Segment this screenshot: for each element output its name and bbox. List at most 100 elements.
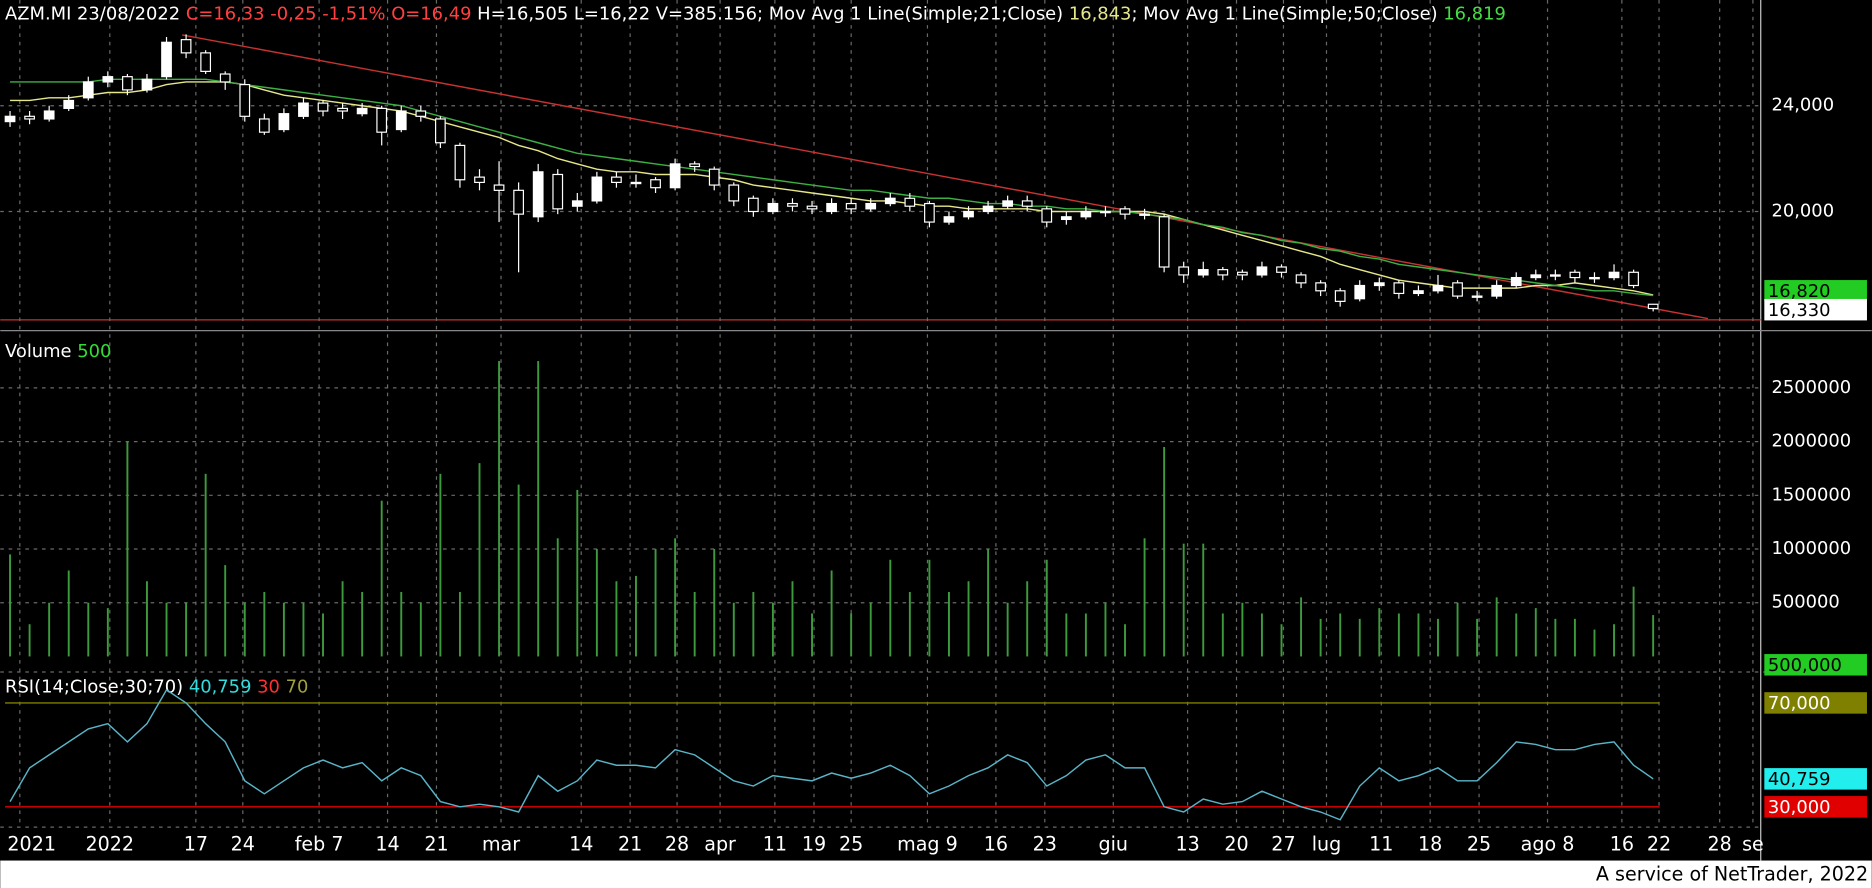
candle-body [474,176,485,184]
title-part: Volume [5,341,77,362]
value-box-label: 500,000 [1768,655,1842,676]
candle-body [161,41,172,78]
title-part: ; Mov Avg 1 Line(Simple;21;Close) [757,3,1069,24]
candle-body [376,107,388,133]
volume-bar [732,602,735,657]
title-part: 500 [77,341,111,362]
volume-bar [126,441,129,657]
moving-average [10,81,1654,296]
x-tick-label: 25 [1467,833,1491,856]
candle-body [571,200,583,207]
candle-body [1373,282,1385,287]
candle-body [1334,290,1346,302]
volume-bar [576,489,579,657]
candle-body [317,102,329,112]
volume-bar [165,602,168,657]
y-tick-label: 2500000 [1771,377,1851,398]
x-tick-label: 22 [1647,833,1671,856]
volume-bar [1417,613,1420,657]
volume-bar [1437,618,1439,657]
candle-body [747,197,759,213]
volume-bar [1515,613,1518,657]
volume-bar [1143,538,1146,657]
candle-body [200,52,212,72]
volume-bar [146,581,148,657]
volume-bar [987,549,990,657]
candle-body [1002,200,1014,207]
volume-bar [556,538,559,657]
x-tick-label: 14 [375,833,399,856]
x-tick-label: 27 [1271,833,1295,856]
volume-bar [1045,559,1048,657]
candle-body [904,197,916,207]
y-tick-label: 2000000 [1771,431,1851,452]
panel-title: Volume 500 [5,341,111,362]
candle-body [1549,274,1561,277]
title-part: 16,843 [1069,3,1132,24]
level-box [1764,796,1867,818]
candle-body [630,181,642,185]
volume-bar [1104,602,1107,657]
candle-body [806,205,818,210]
candle-body [219,73,231,83]
candle-body [337,107,348,112]
x-tick-label: 20 [1224,833,1248,856]
volume-bar [615,581,618,657]
volume-bar [1495,597,1498,657]
volume-bar [204,473,207,657]
volume-bar [439,473,442,657]
candle-body [1158,216,1170,268]
volume-bar [1319,618,1322,657]
volume-bar [1554,618,1557,657]
candle-body [278,113,290,131]
volume-bar [341,581,344,657]
panel-title: RSI(14;Close;30;70) 40,759 30 70 [5,676,308,697]
y-tick-label: 30,000 [1768,797,1831,818]
volume-bar [1084,613,1087,657]
volume-bar [9,554,11,657]
title-part: 70 [280,676,308,697]
y-tick-label: 1500000 [1771,484,1851,505]
volume-bar [908,592,911,657]
volume-bar [869,602,872,657]
x-tick-label: se [1742,833,1764,856]
volume-bar [1476,618,1479,657]
x-tick-label: 19 [802,833,826,856]
candle-body [298,102,309,117]
volume-bar [1652,615,1655,657]
candle-body [356,107,368,115]
level-box [1764,692,1867,714]
candle-body [1119,208,1131,215]
volume-bar [1221,613,1224,657]
volume-bar [322,613,324,657]
volume-bar [771,602,774,657]
candle-body [1569,271,1581,279]
candle-body [1217,269,1229,276]
title-part: 30 [251,676,279,697]
candle-body [454,144,466,181]
volume-bar [419,602,422,657]
volume-bar [674,538,677,657]
value-box-label: 16,820 [1768,281,1831,302]
candle-body [884,197,896,205]
candle-body [826,202,837,213]
candle-body [728,184,740,202]
volume-bar [1065,613,1068,657]
x-tick-label: 21 [618,833,642,856]
candle-body [689,163,701,168]
moving-average [10,78,1654,297]
volume-bar [1124,624,1126,657]
volume-bar [478,463,481,657]
footer: A service of NetTrader, 2022 [1596,862,1868,885]
title-part: H=16,505 L=16,22 V=385.156 [472,3,757,24]
panel-title: AZM.MI 23/08/2022 C=16,33 -0,25 -1,51% O… [5,3,1506,24]
volume-bar [752,592,755,657]
candle-body [24,115,35,120]
volume-bar [1339,613,1342,657]
candle-body [669,163,681,189]
volume-bar [1260,613,1263,657]
candle-body [1471,295,1483,298]
volume-bar [713,549,716,657]
candle-body [982,205,994,213]
volume-bar [1573,618,1576,657]
